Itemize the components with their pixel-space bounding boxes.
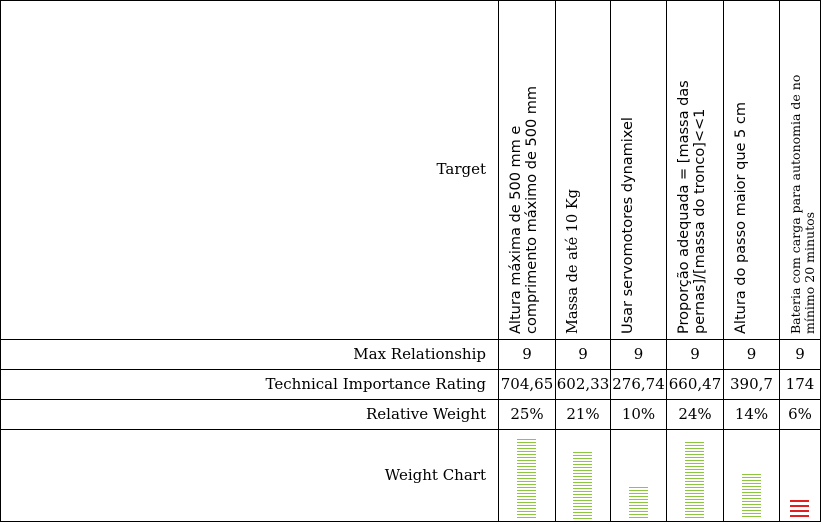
header-proportion: Proporção adequada = [massa das pernas]/[… [676,80,708,334]
technical-importance-value: 174 [785,375,815,393]
max-relationship-value: 9 [633,345,644,363]
grid-vline [498,0,499,521]
max-relationship-label: Max Relationship [353,345,486,363]
grid-hline [0,339,821,340]
header-line: Bateria com carga para autonomia de no [788,74,803,334]
weight-bar [629,487,648,519]
weight-bar [742,474,761,519]
header-servomotors: Usar servomotores dynamixel [620,117,636,334]
grid-hline [0,429,821,430]
grid-hline [0,399,821,400]
header-line: pernas]/[massa do tronco]<<1 [692,108,708,334]
header-line: Massa de até 10 Kg [565,189,581,334]
relative-weight-value: 10% [621,405,656,423]
grid-hline [0,0,821,1]
technical-importance-value: 390,7 [730,375,773,393]
grid-vline [666,0,667,521]
relative-weight-value: 6% [788,405,812,423]
grid-vline [723,0,724,521]
grid-hline [0,369,821,370]
weight-bar [573,452,592,519]
relative-weight-value: 21% [566,405,600,423]
header-line: Usar servomotores dynamixel [620,117,636,334]
header-battery: Bateria com carga para autonomia de no mí… [788,74,817,334]
grid-vline [820,0,821,521]
header-line: Altura máxima de 500 mm e [508,125,524,334]
target-label: Target [436,160,486,178]
weight-bar [790,500,809,519]
max-relationship-value: 9 [578,345,588,363]
max-relationship-value: 9 [522,345,532,363]
technical-importance-value: 660,47 [668,375,722,393]
max-relationship-value: 9 [746,345,757,363]
technical-importance-label: Technical Importance Rating [265,375,486,393]
weight-bar [517,439,536,519]
technical-importance-value: 602,33 [556,375,610,393]
relative-weight-value: 24% [678,405,712,423]
header-line: Proporção adequada = [massa das [676,80,692,334]
max-relationship-value: 9 [795,345,805,363]
header-line: mínimo 20 minutos [802,211,817,334]
grid-hline [0,521,821,522]
grid-vline [555,0,556,521]
grid-vline [610,0,611,521]
technical-importance-value: 276,74 [612,375,665,393]
relative-weight-value: 25% [510,405,544,423]
header-line: Altura do passo maior que 5 cm [733,102,749,334]
header-step-height: Altura do passo maior que 5 cm [733,102,749,334]
relative-weight-value: 14% [734,405,769,423]
grid-vline [0,0,1,521]
header-line: comprimento máximo de 500 mm [524,85,540,334]
weight-bar [685,442,704,519]
relative-weight-label: Relative Weight [365,405,486,423]
weight-chart-label: Weight Chart [384,466,486,484]
header-dimensions: Altura máxima de 500 mm e comprimento máx… [508,86,540,334]
grid-vline [779,0,780,521]
technical-importance-value: 704,65 [500,375,554,393]
header-mass: Massa de até 10 Kg [565,189,581,334]
max-relationship-value: 9 [690,345,700,363]
